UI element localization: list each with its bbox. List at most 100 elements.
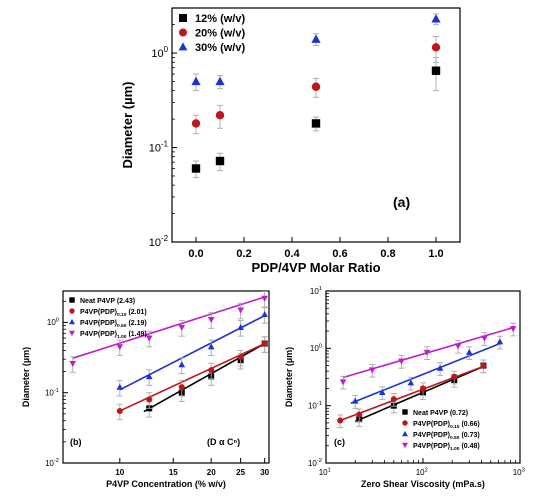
data-point [356,411,363,418]
y-tick-label: 10-2 [45,458,59,468]
y-axis-label: Diameter (µm) [120,82,135,169]
x-tick-label: 101 [319,467,331,477]
data-point [398,358,405,365]
legend-label: P4VP(PDP)1.00 (1.49) [80,331,147,340]
data-point [496,338,504,345]
series-0 [143,336,268,418]
data-point [207,316,215,323]
data-point [146,396,153,403]
data-point [451,373,458,380]
data-point [420,385,426,392]
data-point [215,76,225,86]
legend-marker [69,330,75,337]
y-tick-label: 100 [151,45,168,60]
chart-panel-2: 101 102 103 10-2 10-1 100 101 Zero Shear Viscos… [284,286,525,489]
data-point [178,361,186,368]
data-point [237,323,244,330]
x-tick-label: 0.6 [332,248,347,260]
legend-label: P4VP(PDP)0.10 (2.01) [80,309,147,318]
legend-label: 30% (w/v) [195,42,245,54]
fit-line [350,342,503,405]
x-tick-label: 102 [416,467,428,477]
legend-label: P4VP(PDP)0.50 (2.19) [80,320,147,329]
legend-marker [402,420,408,426]
series-0 [191,56,441,179]
data-point [191,119,201,128]
y-tick-label: 10-1 [308,401,322,411]
data-point [423,349,431,356]
panel-label: (c) [334,437,345,447]
x-tick-label: 103 [513,467,525,477]
x-axis-label: PDP/4VP Molar Ratio [251,260,380,275]
legend-label: P4VP(PDP)0.10 (0.66) [413,421,480,430]
legend-label: 20% (w/v) [195,28,245,40]
fit-line [143,342,266,413]
data-point [407,379,415,386]
legend-label: Neat P4VP (2.43) [80,298,135,305]
series-1 [337,359,487,429]
x-axis-label: P4VP Concentration (% w/v) [106,479,226,489]
legend-label: P4VP(PDP)0.50 (0.73) [413,432,480,441]
x-axis-label: Zero Shear Viscosity (mPa.s) [361,479,485,489]
annotation: (D α Cⁿ) [207,437,240,447]
fit-line [339,364,486,422]
data-point [237,307,244,314]
data-point [116,383,124,390]
legend-label: P4VP(PDP)1.00 (0.48) [413,443,480,452]
legend-marker [402,442,408,449]
y-tick-label: 10-1 [45,388,59,398]
panel-label: (b) [70,437,82,447]
data-point [178,324,186,331]
legend: Neat P4VP (0.72) P4VP(PDP)0.10 (0.66) P4VP… [402,409,480,452]
x-tick-label: 15 [169,468,178,477]
y-tick-label: 10-2 [308,458,322,468]
series-2 [350,335,504,409]
x-tick-label: 30 [260,468,269,477]
data-point [390,396,397,403]
x-tick-label: 20 [207,468,216,477]
legend-label: 12% (w/v) [195,13,245,25]
data-point [480,362,487,369]
data-point [215,110,225,120]
data-point [509,326,517,333]
y-tick-label: 100 [310,344,322,354]
series-2 [191,13,441,92]
fit-line [119,342,266,412]
series-3 [69,291,268,373]
data-point [178,384,185,391]
data-point [69,360,77,367]
y-axis-label: Diameter (µm) [284,347,294,407]
legend-marker [69,318,75,325]
x-tick-label: 10 [115,468,124,477]
legend-marker [69,297,75,303]
y-axis-label: Diameter (µm) [21,347,31,407]
data-point [191,76,201,86]
y-tick-label: 10-1 [149,139,169,154]
data-point [311,34,321,43]
data-point [261,340,268,347]
legend: Neat P4VP (2.43) P4VP(PDP)0.10 (2.01) P4VP… [69,297,147,340]
data-point [454,343,462,350]
data-point [339,379,347,386]
data-point [436,364,444,371]
data-point [378,389,386,396]
data-point [208,367,215,374]
data-point [207,343,215,350]
x-tick-label: 0.8 [380,248,395,260]
legend-marker [178,42,188,51]
data-point [351,397,359,404]
data-point [261,310,268,317]
data-point [431,66,441,75]
plot-frame [62,290,270,464]
data-point [431,14,441,23]
y-tick-label: 10-2 [149,234,168,249]
x-tick-label: 0.2 [236,248,251,260]
data-point [145,373,153,380]
legend-marker [69,308,75,314]
plot-frame [171,7,461,243]
data-point [465,348,473,355]
data-point [311,82,321,91]
legend-marker [402,409,408,415]
series-3 [339,322,517,390]
